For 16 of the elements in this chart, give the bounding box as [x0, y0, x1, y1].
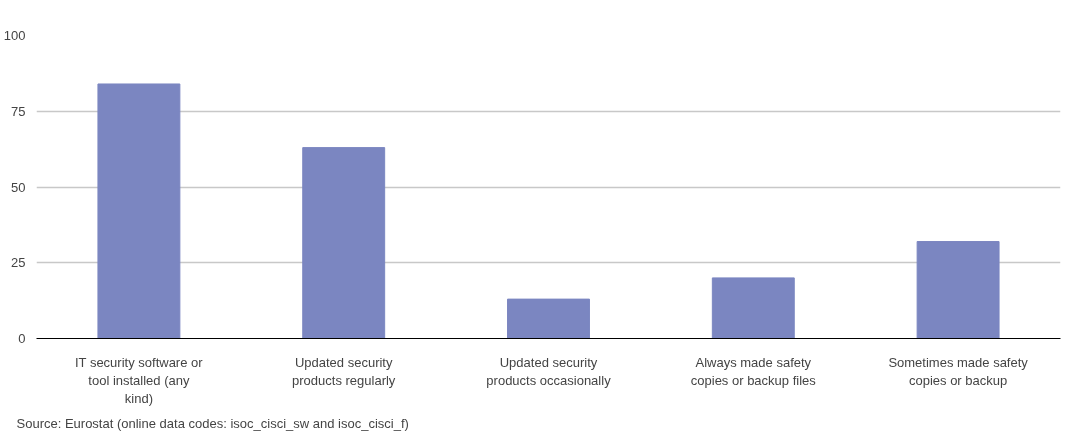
y-tick-label: 25 [11, 255, 26, 271]
x-tick-label: Updated security products occasionally [486, 354, 612, 388]
source-note: Source: Eurostat (online data codes: isoc_cisci_sw and isoc_cisci_f) [16, 415, 409, 431]
bar [302, 147, 386, 339]
x-tick-label: Sometimes made safety copies or backup [888, 354, 1029, 388]
y-tick-label: 75 [11, 103, 26, 119]
y-tick-label: 0 [18, 331, 26, 346]
x-tick-label: IT security software or tool installed (any kind) [74, 354, 204, 406]
bar [97, 83, 181, 339]
bar [711, 277, 795, 339]
bar [916, 241, 1000, 339]
x-tick-label: Always made safety copies or backup files [690, 354, 817, 388]
bar [507, 298, 590, 339]
y-tick-label: 100 [3, 28, 26, 43]
y-tick-label: 50 [11, 179, 26, 195]
x-tick-label: Updated security products regularly [292, 354, 396, 388]
